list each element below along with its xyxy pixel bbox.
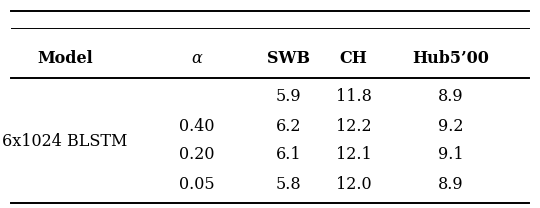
Text: Hub5’00: Hub5’00 (413, 50, 489, 67)
Text: 9.1: 9.1 (438, 146, 464, 163)
Text: 8.9: 8.9 (438, 176, 464, 193)
Text: 6.2: 6.2 (276, 118, 302, 135)
Text: 8.9: 8.9 (438, 88, 464, 105)
Text: 6x1024 BLSTM: 6x1024 BLSTM (2, 133, 127, 150)
Text: CH: CH (340, 50, 368, 67)
Text: 12.1: 12.1 (336, 146, 372, 163)
Text: Model: Model (37, 50, 93, 67)
Text: 11.8: 11.8 (336, 88, 372, 105)
Text: α: α (192, 50, 202, 67)
Text: 5.9: 5.9 (276, 88, 302, 105)
Text: 12.2: 12.2 (336, 118, 372, 135)
Text: 0.05: 0.05 (179, 176, 215, 193)
Text: 0.40: 0.40 (179, 118, 215, 135)
Text: 12.0: 12.0 (336, 176, 372, 193)
Text: 0.20: 0.20 (179, 146, 215, 163)
Text: 9.2: 9.2 (438, 118, 464, 135)
Text: 6.1: 6.1 (276, 146, 302, 163)
Text: SWB: SWB (267, 50, 310, 67)
Text: 5.8: 5.8 (276, 176, 302, 193)
